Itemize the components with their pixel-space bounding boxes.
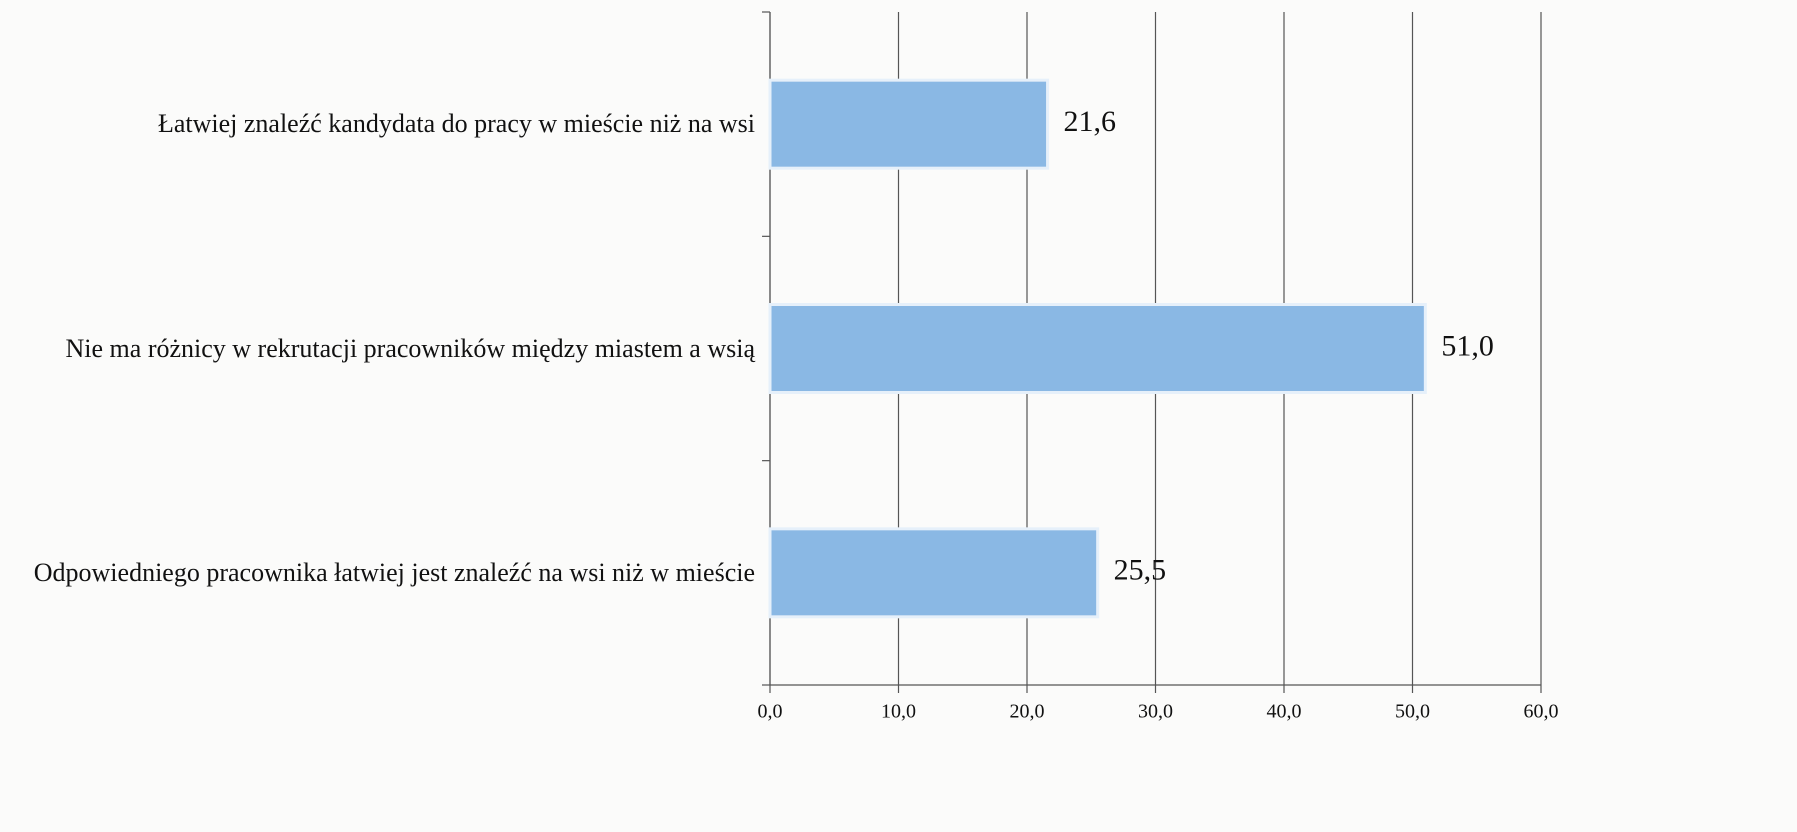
x-tick-label: 40,0 [1267,701,1302,723]
bar [768,303,1427,394]
x-tick-label: 20,0 [1010,701,1045,723]
category-label: Łatwiej znaleźć kandydata do pracy w mie… [157,109,755,139]
value-label: 25,5 [1114,554,1167,587]
value-label: 51,0 [1441,329,1494,362]
x-tick-label: 30,0 [1138,701,1173,723]
category-label: Odpowiedniego pracownika łatwiej jest zn… [33,557,755,587]
category-label: Nie ma różnicy w rekrutacji pracowników … [65,333,755,363]
bar [768,527,1100,619]
value-label: 21,6 [1064,105,1117,138]
x-tick-label: 60,0 [1524,701,1559,723]
x-tick-label: 10,0 [881,701,916,723]
x-tick-label: 50,0 [1395,701,1430,723]
bar [768,78,1050,170]
x-tick-label: 0,0 [758,701,783,723]
